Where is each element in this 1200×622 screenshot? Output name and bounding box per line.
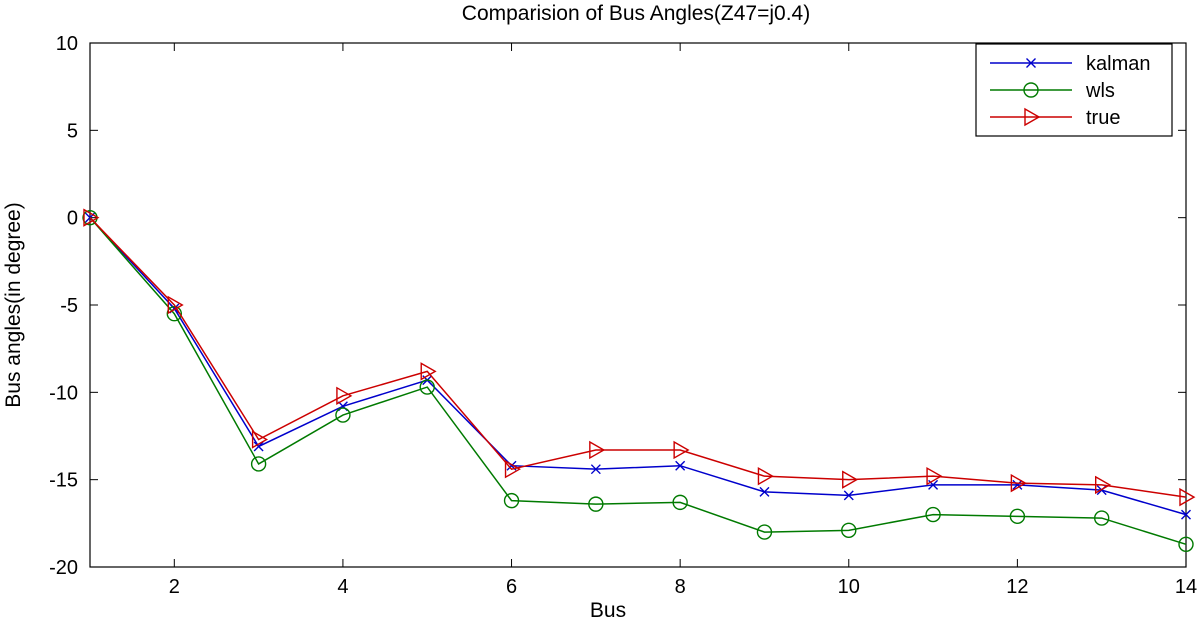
- y-tick-label: -10: [49, 382, 78, 404]
- y-tick-label: 0: [67, 208, 78, 230]
- legend-marker: [1024, 107, 1041, 127]
- y-axis-label: Bus angles(in degree): [2, 202, 25, 407]
- data-point-true: [251, 430, 269, 449]
- data-point-kalman: [1181, 509, 1191, 520]
- legend-item-kalman: kalman: [990, 53, 1150, 75]
- data-point-true: [1179, 487, 1196, 507]
- y-tick-label: -20: [49, 557, 78, 579]
- data-point-wls: [1178, 536, 1194, 552]
- series-true: [83, 208, 1196, 507]
- data-point-wls: [419, 379, 435, 395]
- x-tick-label: 12: [1006, 576, 1028, 598]
- data-point-kalman: [759, 486, 770, 497]
- series-line-wls: [89, 217, 1187, 546]
- y-tick-label: 5: [67, 120, 78, 142]
- x-tick-label: 8: [675, 576, 686, 598]
- y-tick-label: -15: [49, 470, 78, 492]
- legend-marker: [1026, 58, 1036, 68]
- legend-label: wls: [1085, 80, 1115, 102]
- x-tick-label: 10: [838, 576, 860, 598]
- data-point-true: [926, 466, 943, 486]
- data-point-kalman: [843, 490, 854, 501]
- chart-title: Comparision of Bus Angles(Z47=j0.4): [462, 2, 810, 25]
- data-point-wls: [756, 524, 773, 540]
- series-wls: [82, 209, 1194, 552]
- data-point-wls: [250, 456, 267, 472]
- data-point-true: [504, 459, 521, 479]
- x-tick-label: 4: [337, 576, 348, 598]
- data-point-wls: [166, 306, 183, 322]
- data-point-true: [842, 470, 859, 489]
- data-point-wls: [588, 496, 604, 512]
- legend-marker: [1023, 82, 1039, 98]
- data-point-kalman: [1012, 479, 1023, 490]
- data-point-true: [1094, 475, 1112, 495]
- data-point-kalman: [675, 460, 686, 471]
- data-point-true: [673, 440, 690, 460]
- x-tick-label: 14: [1175, 576, 1197, 598]
- data-point-true: [757, 466, 774, 486]
- data-point-wls: [1009, 508, 1026, 525]
- data-point-true: [336, 386, 353, 406]
- legend-label: true: [1086, 107, 1120, 129]
- legend-item-true: true: [990, 107, 1120, 129]
- x-tick-label: 6: [506, 576, 517, 598]
- data-point-wls: [503, 492, 520, 509]
- y-tick-label: -5: [60, 295, 78, 317]
- data-point-kalman: [590, 464, 601, 475]
- legend-item-wls: wls: [990, 80, 1115, 102]
- legend-label: kalman: [1086, 53, 1150, 75]
- x-axis-label: Bus: [590, 599, 626, 622]
- data-point-true: [83, 208, 100, 227]
- data-point-true: [420, 362, 437, 381]
- y-tick-label: 10: [56, 33, 78, 55]
- data-point-true: [167, 295, 184, 315]
- data-point-wls: [335, 407, 351, 423]
- legend: kalman wls true: [975, 43, 1173, 137]
- data-point-wls: [925, 506, 941, 523]
- data-point-wls: [672, 494, 688, 511]
- series-line-true: [89, 217, 1187, 498]
- data-point-wls: [841, 522, 857, 539]
- series-kalman: [85, 212, 1191, 520]
- data-point-true: [1010, 473, 1027, 493]
- data-point-true: [589, 440, 606, 460]
- x-tick-label: 2: [169, 576, 180, 598]
- data-point-wls: [1093, 510, 1110, 526]
- data-point-kalman: [253, 441, 264, 452]
- series-line-kalman: [89, 217, 1187, 516]
